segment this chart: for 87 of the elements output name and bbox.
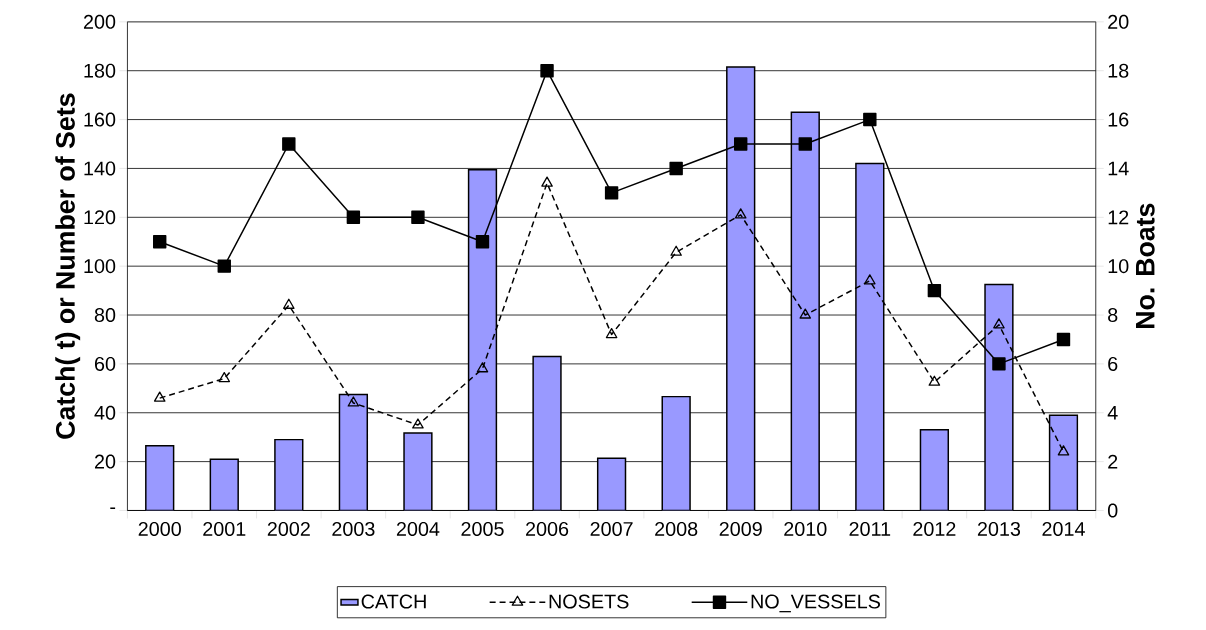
y2-tick-label: 0 <box>1107 503 1118 518</box>
point <box>993 318 1005 329</box>
y-tick-label: 80 <box>94 308 116 323</box>
point <box>540 64 554 78</box>
bar <box>855 162 885 511</box>
y-tick-label: 60 <box>94 357 116 372</box>
point <box>605 328 618 339</box>
y2-tick-label: 6 <box>1108 357 1118 372</box>
bar <box>790 111 820 511</box>
bar <box>661 396 691 511</box>
y2-tick-label: 12 <box>1108 210 1129 225</box>
y2-tick-label: 4 <box>1107 406 1118 420</box>
x-tick-label: 2006 <box>526 522 569 537</box>
x-tick-label: 2002 <box>267 522 310 537</box>
y-tick-label: 180 <box>84 63 116 78</box>
point <box>670 245 682 257</box>
y2-tick-label: 20 <box>1108 15 1129 30</box>
bar <box>274 439 304 511</box>
bar <box>532 355 562 511</box>
point <box>734 137 748 151</box>
bar <box>403 432 433 511</box>
point <box>992 357 1006 371</box>
bar <box>596 457 627 511</box>
legend-label: CATCH <box>361 594 426 609</box>
y-tick-label: 20 <box>94 454 116 469</box>
bar <box>726 66 756 511</box>
point <box>734 208 747 219</box>
point <box>1056 332 1071 347</box>
y2-tick-label: 10 <box>1108 259 1129 274</box>
point <box>411 210 425 225</box>
point <box>864 274 876 285</box>
bar <box>467 169 498 511</box>
y2-tick-label: 8 <box>1108 308 1118 323</box>
point <box>927 284 942 298</box>
y-axis-title: Catch( t) or Number of Sets <box>55 93 81 439</box>
x-tick-label: 2008 <box>655 522 698 537</box>
x-tick-label: 2004 <box>396 522 440 537</box>
point <box>283 298 295 310</box>
y-tick-label: 160 <box>84 112 116 127</box>
x-tick-label: 2003 <box>332 522 375 537</box>
x-tick-label: 2000 <box>138 522 181 537</box>
y-tick-label: 200 <box>83 15 116 30</box>
y2-tick-label: 2 <box>1108 454 1118 469</box>
y-tick-label: - <box>110 507 116 510</box>
point <box>798 137 812 151</box>
point <box>604 186 619 200</box>
bar <box>145 445 175 511</box>
x-tick-label: 2009 <box>719 522 762 537</box>
x-tick-label: 2010 <box>784 522 827 537</box>
bar <box>209 458 239 511</box>
point <box>476 362 489 373</box>
point <box>475 235 490 249</box>
point <box>928 375 941 387</box>
point <box>153 235 167 249</box>
y-tick-label: 120 <box>84 210 116 225</box>
bar <box>984 283 1014 511</box>
bar <box>1048 414 1079 511</box>
point <box>1057 445 1070 456</box>
x-tick-label: 2014 <box>1042 522 1085 537</box>
y2-tick-label: 18 <box>1108 63 1129 78</box>
point <box>217 259 231 274</box>
point <box>863 113 877 127</box>
point <box>412 418 424 429</box>
point <box>153 391 166 402</box>
y2-tick-label: 16 <box>1108 112 1129 127</box>
x-tick-label: 2005 <box>461 522 504 537</box>
x-tick-label: 2011 <box>849 522 891 537</box>
y2-tick-label: 14 <box>1108 161 1129 176</box>
x-tick-label: 2001 <box>203 522 246 537</box>
bar <box>919 429 950 511</box>
y-tick-label: 100 <box>84 259 116 274</box>
point <box>799 308 812 319</box>
x-tick-label: 2012 <box>913 522 956 537</box>
bar <box>338 393 369 511</box>
legend-label: NOSETS <box>549 594 629 609</box>
point <box>346 210 361 225</box>
legend-label: NO_VESSELS <box>751 594 880 613</box>
y2-axis-title: No. Boats <box>1136 203 1155 329</box>
y-tick-label: 40 <box>94 405 116 420</box>
point <box>218 372 231 383</box>
point <box>669 161 683 176</box>
point <box>541 176 553 187</box>
point <box>282 137 296 151</box>
x-tick-label: 2013 <box>977 522 1021 537</box>
point <box>347 396 360 407</box>
x-tick-label: 2007 <box>590 522 633 537</box>
y-tick-label: 140 <box>84 161 116 176</box>
